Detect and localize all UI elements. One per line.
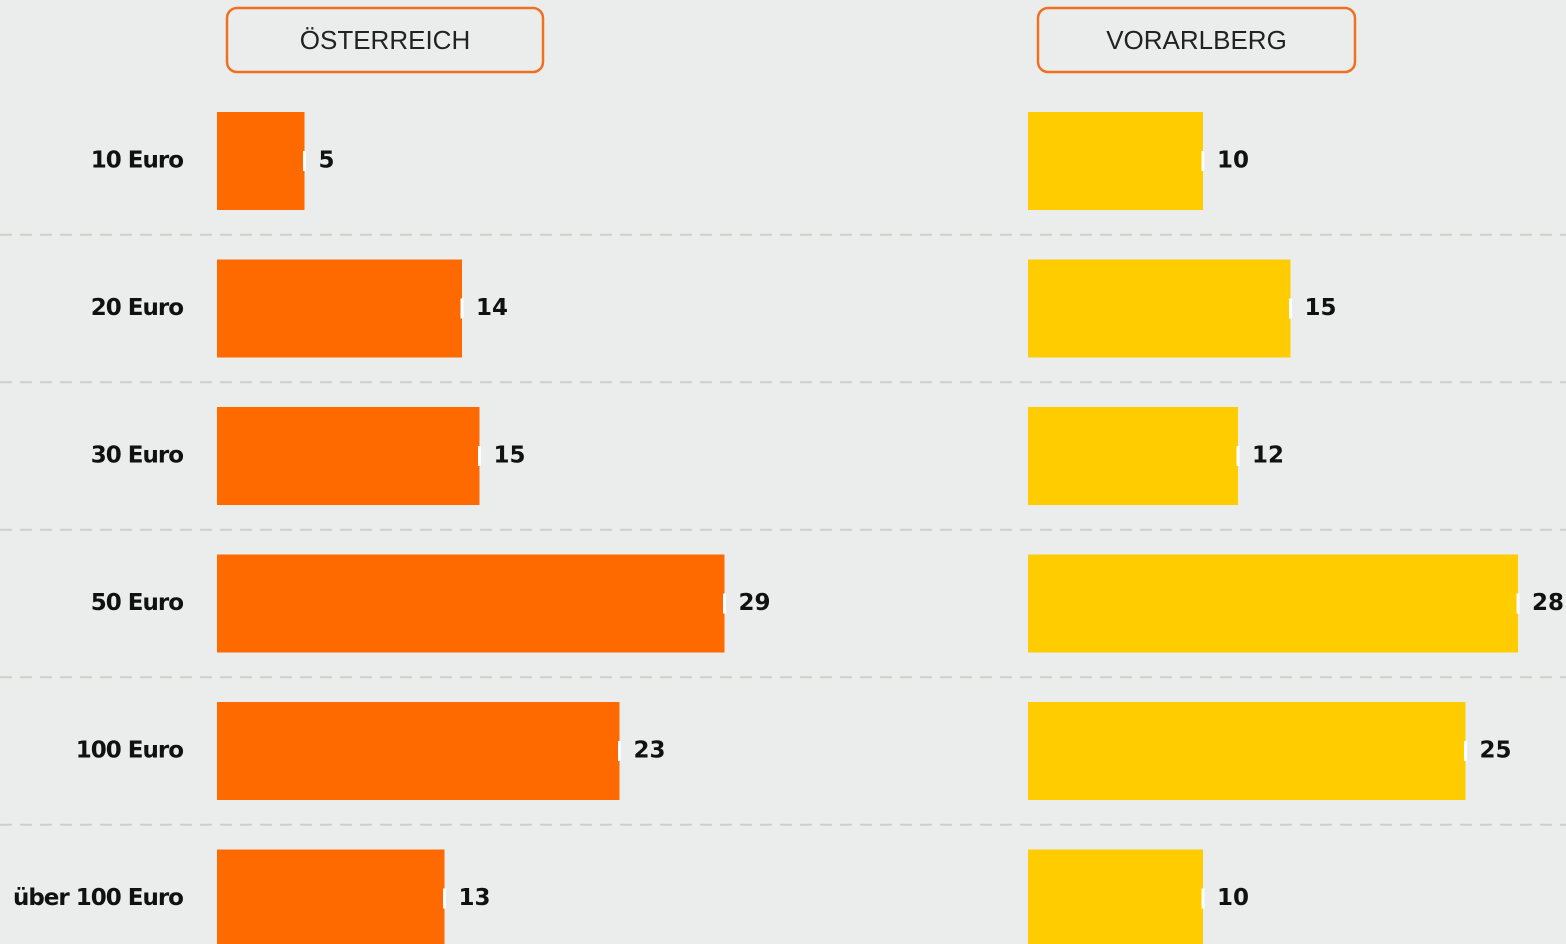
value-label: 15	[1305, 295, 1337, 321]
series-header-box	[225, 6, 545, 74]
value-label: 10	[1217, 885, 1249, 911]
value-label: 14	[476, 295, 508, 321]
bar	[217, 112, 305, 210]
value-label: 28	[1532, 590, 1564, 616]
category-label: 30 Euro	[91, 443, 183, 469]
category-label: 10 Euro	[91, 148, 183, 174]
bar	[1028, 407, 1238, 505]
value-label: 29	[739, 590, 771, 616]
bar	[217, 702, 620, 800]
bar	[217, 407, 480, 505]
bar	[217, 259, 462, 358]
value-label: 23	[634, 738, 666, 764]
bar	[1028, 849, 1203, 944]
bar	[1028, 702, 1466, 800]
category-label: 20 Euro	[91, 295, 183, 321]
value-label: 10	[1217, 148, 1249, 174]
bar	[1028, 554, 1518, 653]
series-header: VORARLBERG	[1106, 25, 1287, 55]
value-label: 12	[1252, 443, 1284, 469]
category-label: über 100 Euro	[13, 885, 183, 911]
bar	[1028, 259, 1291, 358]
value-label: 5	[319, 148, 335, 174]
value-label: 13	[459, 885, 491, 911]
bar	[217, 554, 725, 653]
value-label: 15	[494, 443, 526, 469]
category-label: 50 Euro	[91, 590, 183, 616]
category-label: 100 Euro	[76, 738, 183, 764]
bar	[1028, 112, 1203, 210]
series-header: ÖSTERREICH	[300, 25, 470, 55]
value-label: 25	[1480, 738, 1512, 764]
bar	[217, 849, 445, 944]
series-header-box	[1036, 6, 1357, 74]
